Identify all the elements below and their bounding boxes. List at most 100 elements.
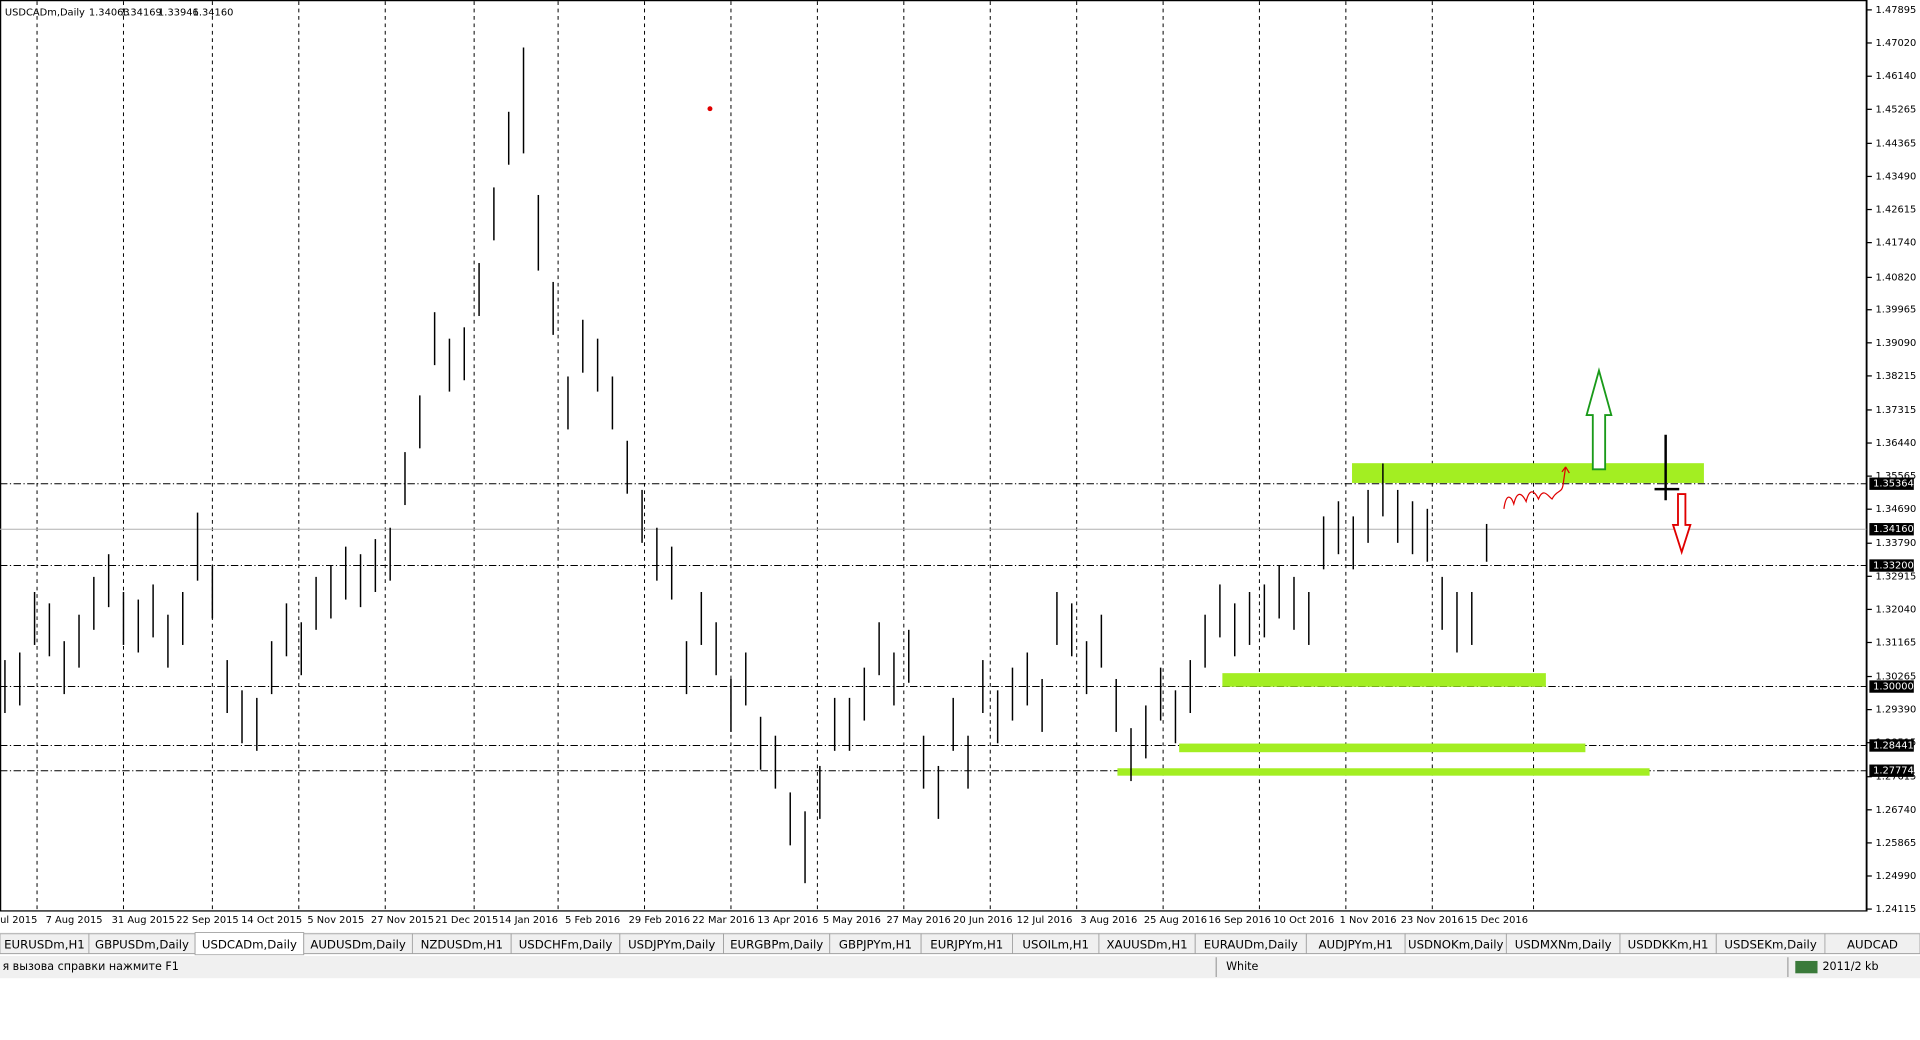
down-arrow xyxy=(1671,493,1692,556)
date-label: 12 Jul 2016 xyxy=(1017,915,1073,926)
tab-label[interactable]: USDMXNm,Daily xyxy=(1515,937,1612,951)
tab-label[interactable]: EURUSDm,H1 xyxy=(4,937,85,951)
price-tick-label: 1.26740 xyxy=(1876,805,1917,816)
date-label: 5 Feb 2016 xyxy=(565,915,620,926)
quote-value: 1.34169 xyxy=(121,7,162,18)
price-tick-label: 1.24990 xyxy=(1876,871,1917,882)
price-tick-label: 1.39965 xyxy=(1876,305,1917,316)
price-tick-label: 1.39090 xyxy=(1876,338,1917,349)
red-dot xyxy=(707,106,713,112)
time-axis: Jul 2015 7 Aug 2015 31 Aug 2015 22 Sep 2015… xyxy=(0,915,1528,926)
level-label-box xyxy=(1869,680,1914,693)
price-tick-label: 1.32040 xyxy=(1876,604,1917,615)
traffic-text: 2011/2 kb xyxy=(1822,960,1878,973)
date-label: 21 Dec 2015 xyxy=(435,915,498,926)
support-zone xyxy=(1222,673,1546,687)
level-label-box xyxy=(1869,764,1914,777)
red-scribble xyxy=(1503,466,1570,509)
quote-value: 1.34063 xyxy=(89,7,130,18)
date-label: Jul 2015 xyxy=(0,915,37,926)
price-tick-label: 1.40820 xyxy=(1876,272,1917,283)
tab-label[interactable]: USDCADm,Daily xyxy=(202,937,297,951)
date-label: 15 Dec 2016 xyxy=(1465,915,1528,926)
tab-label[interactable]: XAUUSDm,H1 xyxy=(1107,937,1188,951)
tab-label[interactable]: NZDUSDm,H1 xyxy=(421,937,503,951)
tab-label[interactable]: AUDJPYm,H1 xyxy=(1319,937,1393,951)
price-tick-label: 1.29390 xyxy=(1876,705,1917,716)
tab-label[interactable]: EURAUDm,Daily xyxy=(1204,937,1298,951)
price-tick-label: 1.34690 xyxy=(1876,504,1917,515)
level-label-box xyxy=(1869,477,1914,490)
price-tick-label: 1.31165 xyxy=(1876,637,1917,648)
date-label: 13 Apr 2016 xyxy=(757,915,818,926)
price-levels xyxy=(0,483,1867,772)
tab-bar: EURUSDm,H1 GBPUSDm,Daily USDCADm,Daily AUDU… xyxy=(0,932,1920,956)
date-label: 10 Oct 2016 xyxy=(1273,915,1334,926)
price-tick-label: 1.43490 xyxy=(1876,171,1917,182)
level-label-box xyxy=(1869,739,1914,752)
resistance-zone xyxy=(1352,463,1704,483)
price-tick-label: 1.41740 xyxy=(1876,238,1917,249)
profile-text: White xyxy=(1226,960,1258,973)
date-label: 22 Mar 2016 xyxy=(692,915,755,926)
date-label: 22 Sep 2015 xyxy=(176,915,238,926)
date-label: 23 Nov 2016 xyxy=(1401,915,1464,926)
level-label: 1.33200 xyxy=(1873,561,1914,572)
support-zone xyxy=(1117,768,1650,776)
grid xyxy=(36,1,1535,911)
price-tick-label: 1.33790 xyxy=(1876,538,1917,549)
date-label: 5 Nov 2015 xyxy=(307,915,364,926)
date-label: 14 Oct 2015 xyxy=(241,915,302,926)
date-label: 7 Aug 2015 xyxy=(46,915,103,926)
tab-label[interactable]: USDCHFm,Daily xyxy=(519,937,613,951)
date-label: 16 Sep 2016 xyxy=(1208,915,1270,926)
quote-value: 1.34160 xyxy=(193,7,234,18)
price-tick-label: 1.45265 xyxy=(1876,104,1917,115)
tab[interactable] xyxy=(1824,933,1920,954)
tab-label[interactable]: GBPUSDm,Daily xyxy=(95,937,189,951)
quote-value: 1.33946 xyxy=(158,7,199,18)
price-tick-label: 1.46140 xyxy=(1876,71,1917,82)
tab-label[interactable]: USOILm,H1 xyxy=(1022,937,1089,951)
drawn-zones xyxy=(1117,463,1704,776)
tab-label[interactable]: EURJPYm,H1 xyxy=(930,937,1003,951)
price-tick-label: 1.32915 xyxy=(1876,571,1917,582)
level-label: 1.27774 xyxy=(1873,766,1914,777)
price-axis: 1.47895 1.47020 1.46140 1.45265 1.44365 1.434… xyxy=(1866,0,1917,915)
price-bars xyxy=(4,47,1488,884)
level-label-box xyxy=(1869,523,1914,536)
date-label: 14 Jan 2016 xyxy=(499,915,558,926)
symbol-label: USDCADm,Daily xyxy=(5,7,85,18)
date-label: 27 May 2016 xyxy=(886,915,950,926)
tab-label[interactable]: USDJPYm,Daily xyxy=(628,937,715,951)
up-arrow xyxy=(1585,367,1613,471)
level-label: 1.28441 xyxy=(1873,740,1914,751)
price-tick-label: 1.25865 xyxy=(1876,838,1917,849)
tab-label[interactable]: USDNOKm,Daily xyxy=(1408,937,1504,951)
support-zone xyxy=(1179,743,1586,753)
date-label: 5 May 2016 xyxy=(823,915,881,926)
status-bg xyxy=(0,956,1920,979)
date-label: 27 Nov 2015 xyxy=(371,915,434,926)
tab-label[interactable]: GBPJPYm,H1 xyxy=(839,937,912,951)
tab-label[interactable]: EURGBPm,Daily xyxy=(730,937,823,951)
help-text: я вызова справки нажмите F1 xyxy=(2,960,178,973)
status-bar: я вызова справки нажмите F1 White 2011/2… xyxy=(0,956,1920,979)
tab-label[interactable]: AUDCAD xyxy=(1847,937,1898,951)
tab-label[interactable]: USDDKKm,H1 xyxy=(1628,937,1709,951)
price-tick-label: 1.24115 xyxy=(1876,904,1917,915)
tab-label[interactable]: AUDUSDm,Daily xyxy=(310,937,405,951)
level-label: 1.35364 xyxy=(1873,479,1914,490)
price-tick-label: 1.47895 xyxy=(1876,5,1917,16)
traffic-icon xyxy=(1795,960,1818,974)
level-label: 1.34160 xyxy=(1873,524,1914,535)
level-label-box xyxy=(1869,559,1914,572)
date-label: 31 Aug 2015 xyxy=(112,915,175,926)
price-tick-label: 1.35565 xyxy=(1876,471,1917,482)
price-tick-label: 1.37315 xyxy=(1876,405,1917,416)
tab-label[interactable]: USDSEKm,Daily xyxy=(1724,937,1816,951)
